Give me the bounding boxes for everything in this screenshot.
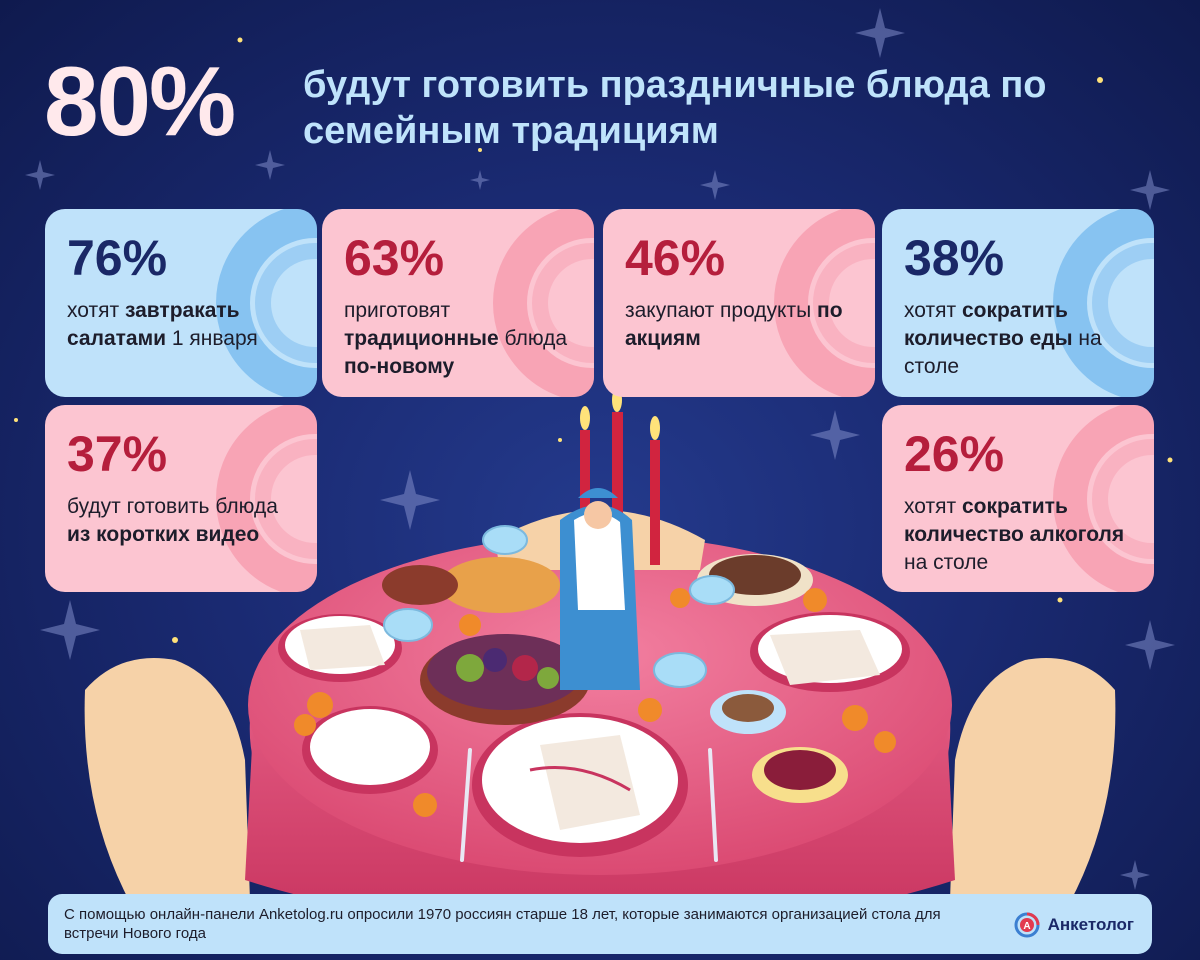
glasses xyxy=(383,525,735,688)
logo-text: Анкетолог xyxy=(1047,915,1134,934)
caption-emphasis: из коротких видео xyxy=(67,523,260,546)
stat-percent: 37% xyxy=(67,426,168,482)
chair-left xyxy=(84,658,250,920)
caption-text: блюда xyxy=(498,327,568,350)
star-icon xyxy=(380,470,440,530)
star-icon xyxy=(470,170,490,190)
chair-right xyxy=(950,658,1116,920)
star-icon xyxy=(40,600,100,660)
caption-text: на столе xyxy=(904,327,1102,378)
star-icon xyxy=(810,410,860,460)
survey-note: С помощью онлайн-панели Anketolog.ru опр… xyxy=(64,906,941,942)
ded-moroz-figure xyxy=(560,488,640,690)
stat-card-76: 76% хотят завтракать салатами 1 января xyxy=(45,209,317,397)
star-icon xyxy=(255,150,285,180)
caption-text: 1 января xyxy=(166,327,258,350)
star-icon xyxy=(1125,620,1175,670)
anketolog-logo-icon: A xyxy=(1014,912,1040,938)
stat-caption: хотят завтракать салатами 1 января xyxy=(67,297,307,353)
stat-card-46: 46% закупают продукты по акциям xyxy=(603,209,875,397)
stat-card-63: 63% приготовят традиционные блюда по-нов… xyxy=(322,209,594,397)
caption-emphasis: сократить количество алкоголя xyxy=(904,495,1125,546)
ring-decoration-icon xyxy=(1053,209,1154,397)
caption-emphasis: завтракать салатами xyxy=(67,299,240,350)
star-icon xyxy=(25,160,55,190)
footer-note-box: С помощью онлайн-панели Anketolog.ru опр… xyxy=(48,894,1152,954)
caption-text: хотят xyxy=(904,299,962,322)
star-icon xyxy=(700,170,730,200)
stat-percent: 26% xyxy=(904,426,1005,482)
svg-text:A: A xyxy=(1023,921,1030,932)
stat-caption: хотят сократить количество алкоголя на с… xyxy=(904,493,1144,577)
stat-percent: 46% xyxy=(625,230,726,286)
stat-caption: приготовят традиционные блюда по-новому xyxy=(344,297,584,381)
stat-card-38: 38% хотят сократить количество еды на ст… xyxy=(882,209,1154,397)
cutlery xyxy=(460,748,718,862)
anketolog-logo[interactable]: A Анкетолог xyxy=(1014,912,1134,938)
caption-emphasis: по-новому xyxy=(344,355,455,378)
caption-text: хотят xyxy=(67,299,125,322)
stat-caption: закупают продукты по акциям xyxy=(625,297,865,353)
caption-emphasis: сократить количество еды xyxy=(904,299,1073,350)
tangerines xyxy=(294,588,896,817)
stat-percent: 38% xyxy=(904,230,1005,286)
caption-emphasis: традиционные xyxy=(344,327,499,350)
stat-card-26: 26% хотят сократить количество алкоголя … xyxy=(882,405,1154,592)
stat-card-37: 37% будут готовить блюда из коротких вид… xyxy=(45,405,317,592)
ring-decoration-icon xyxy=(216,405,317,592)
caption-text: будут готовить блюда xyxy=(67,495,278,518)
star-icon xyxy=(1130,170,1170,210)
stat-caption: хотят сократить количество еды на столе xyxy=(904,297,1144,381)
ring-decoration-icon xyxy=(774,209,875,397)
ring-decoration-icon xyxy=(1053,405,1154,592)
candles xyxy=(580,388,660,565)
star-icon xyxy=(855,8,905,58)
headline-percent: 80% xyxy=(44,46,236,156)
stat-percent: 63% xyxy=(344,230,445,286)
caption-text: приготовят xyxy=(344,299,451,322)
caption-emphasis: по акциям xyxy=(625,299,843,350)
caption-text: хотят xyxy=(904,495,962,518)
caption-text: на столе xyxy=(904,551,989,574)
caption-text: закупают продукты xyxy=(625,299,818,322)
headline-text: будут готовить праздничные блюда по семе… xyxy=(303,64,1047,152)
dishes xyxy=(382,554,848,803)
ring-decoration-icon xyxy=(493,209,594,397)
stat-percent: 76% xyxy=(67,230,168,286)
star-icon xyxy=(1120,860,1150,890)
ring-decoration-icon xyxy=(216,209,317,397)
stat-caption: будут готовить блюда из коротких видео xyxy=(67,493,307,549)
plates xyxy=(278,612,910,857)
